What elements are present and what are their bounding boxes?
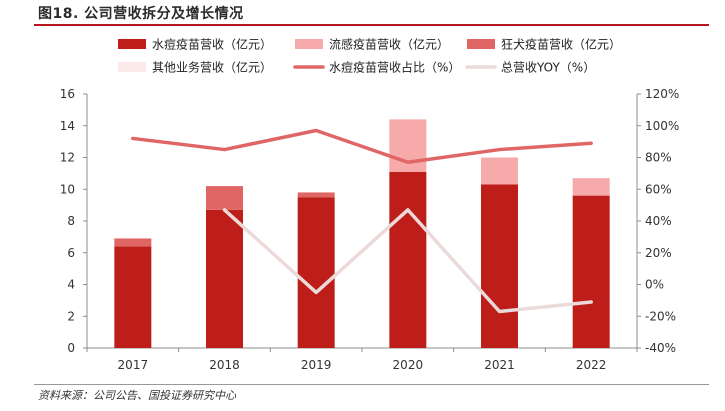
y-right-tick-label: 0%	[645, 278, 664, 292]
x-tick-label: 2019	[301, 358, 332, 372]
y-right-tick-label: -20%	[645, 309, 676, 323]
figure-title: 图18. 公司营收拆分及增长情况	[38, 6, 244, 22]
title-rule	[34, 24, 709, 26]
legend-label: 流感疫苗营收（亿元）	[329, 37, 449, 52]
legend-swatch	[118, 39, 146, 49]
y-left-tick-label: 12	[60, 151, 75, 165]
y-left-tick-label: 16	[60, 87, 75, 101]
bar-segment	[206, 209, 243, 348]
legend-label: 狂犬疫苗营收（亿元）	[501, 37, 621, 52]
bar-segment	[206, 186, 243, 210]
y-left-tick-label: 8	[67, 214, 75, 228]
y-right-tick-label: 100%	[645, 119, 679, 133]
y-left-tick-label: 4	[67, 278, 75, 292]
source-note: 资料来源：公司公告、国投证券研究中心	[38, 389, 236, 402]
x-tick-label: 2018	[209, 358, 240, 372]
bar-segment	[297, 192, 335, 198]
y-right-tick-label: 120%	[645, 87, 679, 101]
y-left-tick-label: 10	[60, 182, 75, 196]
source-rule	[34, 384, 709, 385]
y-left-tick-label: 14	[60, 119, 75, 133]
series-line	[131, 128, 593, 165]
bars	[114, 119, 610, 348]
legend-label: 水痘疫苗营收占比（%）	[329, 60, 460, 75]
bar-segment	[297, 197, 335, 348]
legend-label: 总营收YOY（%）	[501, 61, 595, 75]
legend-swatch	[295, 39, 323, 49]
lines	[131, 128, 593, 314]
y-right-tick-label: 80%	[645, 151, 672, 165]
bar-segment	[572, 195, 610, 348]
y-right-tick-label: 40%	[645, 214, 672, 228]
series-line	[222, 208, 593, 314]
y-left-tick-label: 2	[67, 309, 75, 323]
y-left-tick-label: 6	[67, 246, 75, 260]
legend-label: 水痘疫苗营收（亿元）	[152, 37, 272, 52]
bar-segment	[389, 171, 427, 348]
bar-segment	[572, 178, 610, 196]
y-left-tick-label: 0	[67, 341, 75, 355]
bar-segment	[114, 246, 152, 348]
y-right-tick-label: 60%	[645, 182, 672, 196]
x-tick-label: 2020	[393, 358, 424, 372]
legend-swatch	[118, 62, 146, 72]
legend-label: 其他业务营收（亿元）	[152, 60, 272, 75]
x-tick-label: 2017	[118, 358, 149, 372]
legend: 水痘疫苗营收（亿元） 流感疫苗营收（亿元） 狂犬疫苗营收（亿元） 其他业务营收（亿元）…	[118, 37, 621, 75]
y-right-tick-label: -40%	[645, 341, 676, 355]
x-tick-label: 2021	[484, 358, 515, 372]
bar-segment	[114, 238, 152, 247]
y-right-tick-label: 20%	[645, 246, 672, 260]
bar-segment	[481, 184, 518, 348]
legend-swatch	[467, 39, 495, 49]
x-tick-label: 2022	[576, 358, 607, 372]
bar-segment	[481, 157, 518, 185]
axes: 0 2 4 6 8 10 12 14 16 -40% -20% 0% 20% 40% 60% 80% 100% 1…	[60, 87, 680, 372]
